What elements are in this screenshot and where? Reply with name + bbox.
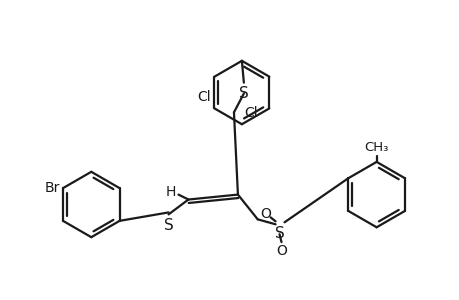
Text: O: O [260,207,270,221]
Text: O: O [275,244,286,258]
Text: H: H [165,184,175,199]
Text: CH₃: CH₃ [364,141,388,154]
Text: S: S [239,85,248,100]
Text: S: S [163,218,173,233]
Text: S: S [274,226,284,241]
Text: Br: Br [45,181,60,195]
Text: Cl: Cl [243,106,257,120]
Text: Cl: Cl [196,90,210,104]
